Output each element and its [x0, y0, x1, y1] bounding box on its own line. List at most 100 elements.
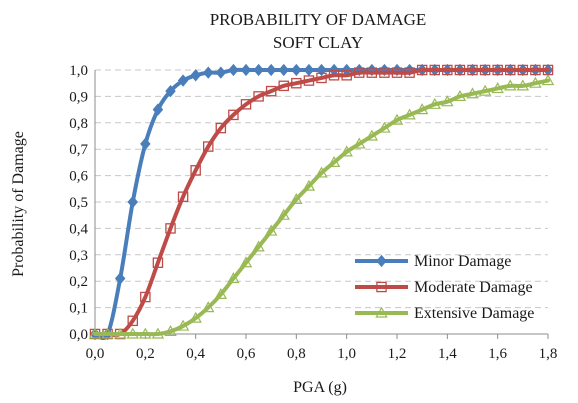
- tick-labels: 0,0 0,1 0,2 0,3 0,4 0,5 0,6 0,7 0,8 0,9 1,0 0,0 0,2 0…: [69, 63, 557, 362]
- legend-label: Extensive Damage: [414, 305, 534, 322]
- data-point-minor-damage: [278, 63, 290, 77]
- data-point-moderate-damage: [165, 223, 176, 234]
- data-point-moderate-damage: [152, 257, 164, 268]
- y-tick-label: 0,4: [69, 221, 88, 237]
- y-tick-label: 1,0: [69, 63, 88, 79]
- series-line-moderate-damage: [93, 67, 550, 337]
- data-point-moderate-damage: [303, 75, 315, 86]
- series-line-extensive-damage: [93, 78, 550, 337]
- data-point-minor-damage: [240, 63, 252, 77]
- data-point-moderate-damage: [316, 72, 327, 84]
- data-point-moderate-damage: [291, 77, 302, 89]
- data-point-moderate-damage: [265, 85, 277, 97]
- y-tick-label: 0,7: [69, 142, 88, 158]
- data-point-extensive-damage: [529, 76, 542, 88]
- data-point-extensive-damage: [252, 240, 265, 252]
- series-line-minor-damage: [93, 67, 550, 341]
- data-point-moderate-damage: [416, 64, 428, 76]
- data-point-extensive-damage: [151, 327, 165, 339]
- data-point-moderate-damage: [404, 67, 415, 78]
- data-point-extensive-damage: [340, 145, 353, 157]
- data-point-moderate-damage: [341, 70, 352, 81]
- data-point-extensive-damage: [113, 327, 127, 339]
- data-point-extensive-damage: [415, 103, 429, 115]
- data-point-extensive-damage: [453, 89, 467, 102]
- data-point-moderate-damage: [228, 109, 239, 121]
- x-axis-label: PGA (g): [293, 379, 347, 396]
- x-tick-label: 0,8: [287, 346, 306, 362]
- data-point-extensive-damage: [227, 272, 240, 284]
- gridlines: [95, 69, 548, 309]
- x-tick-label: 1,2: [388, 346, 407, 362]
- y-tick-label: 0,9: [69, 89, 88, 105]
- data-point-moderate-damage: [479, 64, 491, 76]
- data-point-minor-damage: [291, 63, 302, 77]
- chart-subtitle: SOFT CLAY: [273, 33, 363, 52]
- y-tick-label: 0,0: [69, 327, 88, 343]
- data-point-extensive-damage: [202, 301, 215, 313]
- legend-item-moderate-damage: Moderate Damage: [355, 279, 533, 296]
- data-point-minor-damage: [303, 63, 315, 77]
- data-point-extensive-damage: [478, 84, 492, 96]
- y-tick-label: 0,6: [69, 169, 88, 185]
- data-point-moderate-damage: [517, 64, 529, 76]
- data-point-moderate-damage: [366, 67, 378, 78]
- data-point-extensive-damage: [214, 287, 228, 299]
- data-point-minor-damage: [190, 69, 201, 82]
- data-point-moderate-damage: [127, 315, 138, 327]
- series-extensive-damage: [88, 74, 555, 339]
- data-point-extensive-damage: [277, 208, 290, 220]
- data-point-extensive-damage: [491, 82, 504, 94]
- data-point-minor-damage: [253, 63, 264, 77]
- data-point-minor-damage: [215, 66, 227, 79]
- x-tick-label: 0,6: [237, 346, 256, 362]
- x-tick-label: 1,6: [488, 346, 507, 362]
- data-point-extensive-damage: [88, 327, 102, 339]
- x-tick-label: 1,0: [337, 346, 356, 362]
- data-point-moderate-damage: [504, 64, 516, 76]
- data-point-moderate-damage: [379, 67, 390, 78]
- legend-label: Moderate Damage: [414, 279, 533, 296]
- y-tick-label: 0,5: [69, 195, 88, 211]
- data-point-moderate-damage: [454, 64, 466, 76]
- data-point-moderate-damage: [202, 141, 214, 152]
- data-point-moderate-damage: [253, 91, 264, 102]
- data-point-extensive-damage: [378, 121, 391, 133]
- x-tick-label: 0,4: [186, 346, 205, 362]
- data-point-extensive-damage: [353, 137, 366, 149]
- data-point-moderate-damage: [278, 80, 289, 92]
- legend-item-extensive-damage: Extensive Damage: [355, 305, 534, 322]
- data-point-minor-damage: [152, 103, 164, 116]
- data-point-extensive-damage: [264, 224, 278, 236]
- data-point-extensive-damage: [290, 192, 303, 204]
- data-point-extensive-damage: [441, 95, 454, 107]
- legend-label: Minor Damage: [414, 253, 511, 270]
- data-point-moderate-damage: [177, 191, 189, 202]
- data-point-extensive-damage: [164, 324, 177, 336]
- data-point-extensive-damage: [403, 108, 416, 120]
- data-point-moderate-damage: [391, 67, 403, 78]
- data-point-minor-damage: [177, 74, 189, 87]
- y-tick-label: 0,3: [69, 248, 88, 264]
- legend-swatch-marker: [375, 306, 388, 318]
- y-tick-label: 0,2: [69, 274, 88, 290]
- legend-item-minor-damage: Minor Damage: [355, 253, 511, 270]
- axes: [94, 70, 549, 339]
- data-point-extensive-damage: [315, 166, 328, 178]
- data-point-minor-damage: [165, 84, 176, 98]
- data-point-extensive-damage: [239, 256, 253, 268]
- data-point-minor-damage: [127, 195, 139, 209]
- data-point-extensive-damage: [428, 97, 441, 109]
- data-point-moderate-damage: [353, 67, 365, 78]
- series-moderate-damage: [89, 64, 554, 340]
- data-point-minor-damage: [228, 63, 239, 77]
- data-point-extensive-damage: [365, 129, 379, 141]
- data-point-moderate-damage: [442, 64, 453, 76]
- x-tick-label: 1,8: [539, 346, 558, 362]
- y-tick-label: 0,8: [69, 116, 88, 132]
- data-point-moderate-damage: [530, 64, 541, 76]
- legend-swatch-marker: [376, 281, 387, 293]
- data-point-minor-damage: [202, 66, 214, 79]
- data-point-extensive-damage: [390, 113, 404, 125]
